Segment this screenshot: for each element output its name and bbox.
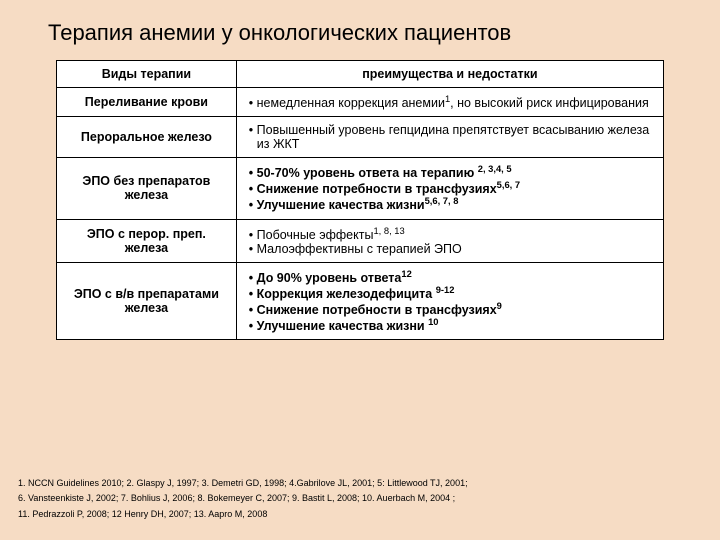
footnote-line: 1. NCCN Guidelines 2010; 2. Glaspy J, 19… xyxy=(18,476,468,491)
therapy-detail: • Повышенный уровень гепцидина препятств… xyxy=(236,117,663,158)
therapy-table: Виды терапии преимущества и недостатки П… xyxy=(56,60,664,340)
table-row: ЭПО без препаратов железа• 50-70% уровен… xyxy=(57,158,664,219)
header-col1: Виды терапии xyxy=(57,61,237,88)
therapy-detail: • Побочные эффекты1, 8, 13• Малоэффектив… xyxy=(236,219,663,262)
therapy-name: Переливание крови xyxy=(57,88,237,117)
footnote-line: 11. Pedrazzoli P, 2008; 12 Henry DH, 200… xyxy=(18,507,468,522)
therapy-name: ЭПО с в/в препаратами железа xyxy=(57,262,237,340)
therapy-detail: • 50-70% уровень ответа на терапию 2, 3,… xyxy=(236,158,663,219)
therapy-detail: • немедленная коррекция анемии1, но высо… xyxy=(236,88,663,117)
table-row: ЭПО с перор. преп. железа• Побочные эффе… xyxy=(57,219,664,262)
therapy-detail: • До 90% уровень ответа12• Коррекция жел… xyxy=(236,262,663,340)
table-row: Пероральное железо• Повышенный уровень г… xyxy=(57,117,664,158)
header-col2: преимущества и недостатки xyxy=(236,61,663,88)
footnote-line: 6. Vansteenkiste J, 2002; 7. Bohlius J, … xyxy=(18,491,468,506)
table-row: ЭПО с в/в препаратами железа• До 90% уро… xyxy=(57,262,664,340)
slide-title: Терапия анемии у онкологических пациенто… xyxy=(0,0,720,60)
therapy-name: ЭПО без препаратов железа xyxy=(57,158,237,219)
table-header-row: Виды терапии преимущества и недостатки xyxy=(57,61,664,88)
therapy-name: Пероральное железо xyxy=(57,117,237,158)
footnotes: 1. NCCN Guidelines 2010; 2. Glaspy J, 19… xyxy=(18,476,468,522)
table-row: Переливание крови• немедленная коррекция… xyxy=(57,88,664,117)
therapy-name: ЭПО с перор. преп. железа xyxy=(57,219,237,262)
